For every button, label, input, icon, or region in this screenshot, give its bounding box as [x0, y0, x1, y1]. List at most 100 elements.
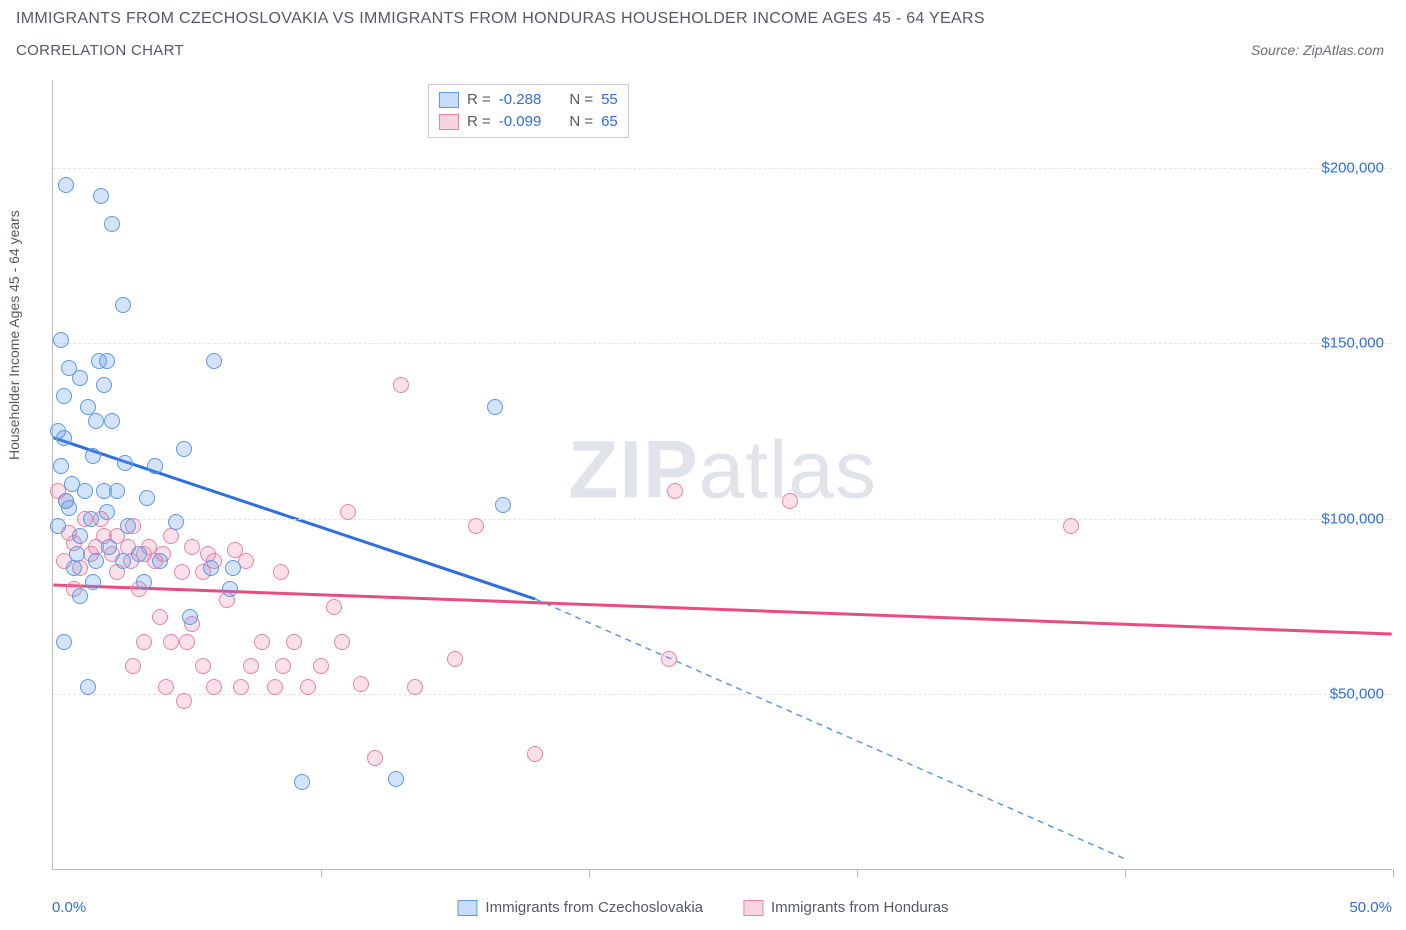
data-point-honduras — [184, 539, 200, 555]
data-point-honduras — [367, 750, 383, 766]
y-tick-label: $150,000 — [1321, 335, 1384, 352]
n-label: N = — [569, 111, 593, 133]
data-point-honduras — [195, 658, 211, 674]
data-point-czech — [56, 388, 72, 404]
x-tick — [1393, 869, 1394, 877]
n-label: N = — [569, 89, 593, 111]
data-point-honduras — [243, 658, 259, 674]
legend-item-czech: Immigrants from Czechoslovakia — [457, 899, 703, 916]
data-point-czech — [53, 458, 69, 474]
data-point-czech — [56, 430, 72, 446]
r-value-czech: -0.288 — [499, 89, 542, 111]
data-point-honduras — [353, 676, 369, 692]
data-point-czech — [85, 448, 101, 464]
data-point-czech — [88, 413, 104, 429]
swatch-pink-icon — [439, 114, 459, 130]
x-axis-max-label: 50.0% — [1349, 899, 1392, 916]
chart-title-line1: IMMIGRANTS FROM CZECHOSLOVAKIA VS IMMIGR… — [16, 10, 985, 28]
data-point-honduras — [163, 634, 179, 650]
data-point-czech — [80, 679, 96, 695]
data-point-czech — [66, 560, 82, 576]
data-point-honduras — [661, 651, 677, 667]
data-point-czech — [85, 574, 101, 590]
data-point-czech — [206, 353, 222, 369]
data-point-czech — [294, 774, 310, 790]
data-point-czech — [99, 353, 115, 369]
gridline-h — [53, 168, 1392, 169]
data-point-honduras — [334, 634, 350, 650]
data-point-honduras — [152, 609, 168, 625]
legend-row-honduras: R = -0.099 N = 65 — [439, 111, 618, 133]
data-point-czech — [176, 441, 192, 457]
data-point-czech — [225, 560, 241, 576]
data-point-honduras — [163, 528, 179, 544]
data-point-czech — [77, 483, 93, 499]
data-point-czech — [101, 539, 117, 555]
data-point-honduras — [125, 658, 141, 674]
data-point-honduras — [1063, 518, 1079, 534]
r-label: R = — [467, 89, 491, 111]
data-point-czech — [72, 528, 88, 544]
trend-line — [53, 585, 1391, 634]
data-point-czech — [495, 497, 511, 513]
data-point-honduras — [176, 693, 192, 709]
source-attribution: Source: ZipAtlas.com — [1251, 42, 1384, 58]
y-tick-label: $100,000 — [1321, 510, 1384, 527]
legend-row-czech: R = -0.288 N = 55 — [439, 89, 618, 111]
x-axis-min-label: 0.0% — [52, 899, 86, 916]
data-point-czech — [203, 560, 219, 576]
data-point-czech — [388, 771, 404, 787]
data-point-czech — [131, 546, 147, 562]
chart-title-line2: CORRELATION CHART — [16, 42, 184, 59]
gridline-h — [53, 343, 1392, 344]
data-point-honduras — [275, 658, 291, 674]
watermark: ZIPatlas — [568, 423, 877, 517]
y-tick-label: $50,000 — [1330, 686, 1384, 703]
data-point-honduras — [174, 564, 190, 580]
data-point-czech — [96, 377, 112, 393]
data-point-czech — [50, 518, 66, 534]
data-point-czech — [72, 588, 88, 604]
data-point-czech — [182, 609, 198, 625]
data-point-czech — [139, 490, 155, 506]
data-point-honduras — [313, 658, 329, 674]
data-point-honduras — [527, 746, 543, 762]
data-point-honduras — [393, 377, 409, 393]
data-point-honduras — [407, 679, 423, 695]
data-point-czech — [104, 413, 120, 429]
data-point-czech — [168, 514, 184, 530]
data-point-czech — [53, 332, 69, 348]
legend-item-honduras: Immigrants from Honduras — [743, 899, 949, 916]
legend-label-honduras: Immigrants from Honduras — [771, 899, 949, 916]
trend-line — [535, 599, 1124, 858]
data-point-honduras — [179, 634, 195, 650]
data-point-czech — [72, 370, 88, 386]
trend-lines-svg — [53, 80, 1392, 869]
data-point-honduras — [286, 634, 302, 650]
n-value-czech: 55 — [601, 89, 618, 111]
data-point-czech — [93, 188, 109, 204]
data-point-czech — [104, 216, 120, 232]
data-point-czech — [115, 297, 131, 313]
n-value-honduras: 65 — [601, 111, 618, 133]
data-point-honduras — [267, 679, 283, 695]
swatch-blue-icon — [439, 92, 459, 108]
x-tick — [321, 869, 322, 877]
data-point-czech — [58, 177, 74, 193]
data-point-honduras — [254, 634, 270, 650]
watermark-bold: ZIP — [568, 424, 699, 515]
data-point-czech — [109, 483, 125, 499]
legend-series: Immigrants from Czechoslovakia Immigrant… — [457, 899, 948, 916]
plot-area: ZIPatlas R = -0.288 N = 55 R = -0.099 N … — [52, 80, 1392, 870]
data-point-honduras — [468, 518, 484, 534]
data-point-honduras — [782, 493, 798, 509]
r-label: R = — [467, 111, 491, 133]
data-point-czech — [56, 634, 72, 650]
data-point-honduras — [667, 483, 683, 499]
data-point-czech — [99, 504, 115, 520]
data-point-czech — [88, 553, 104, 569]
data-point-czech — [120, 518, 136, 534]
data-point-honduras — [447, 651, 463, 667]
data-point-honduras — [233, 679, 249, 695]
data-point-honduras — [206, 679, 222, 695]
